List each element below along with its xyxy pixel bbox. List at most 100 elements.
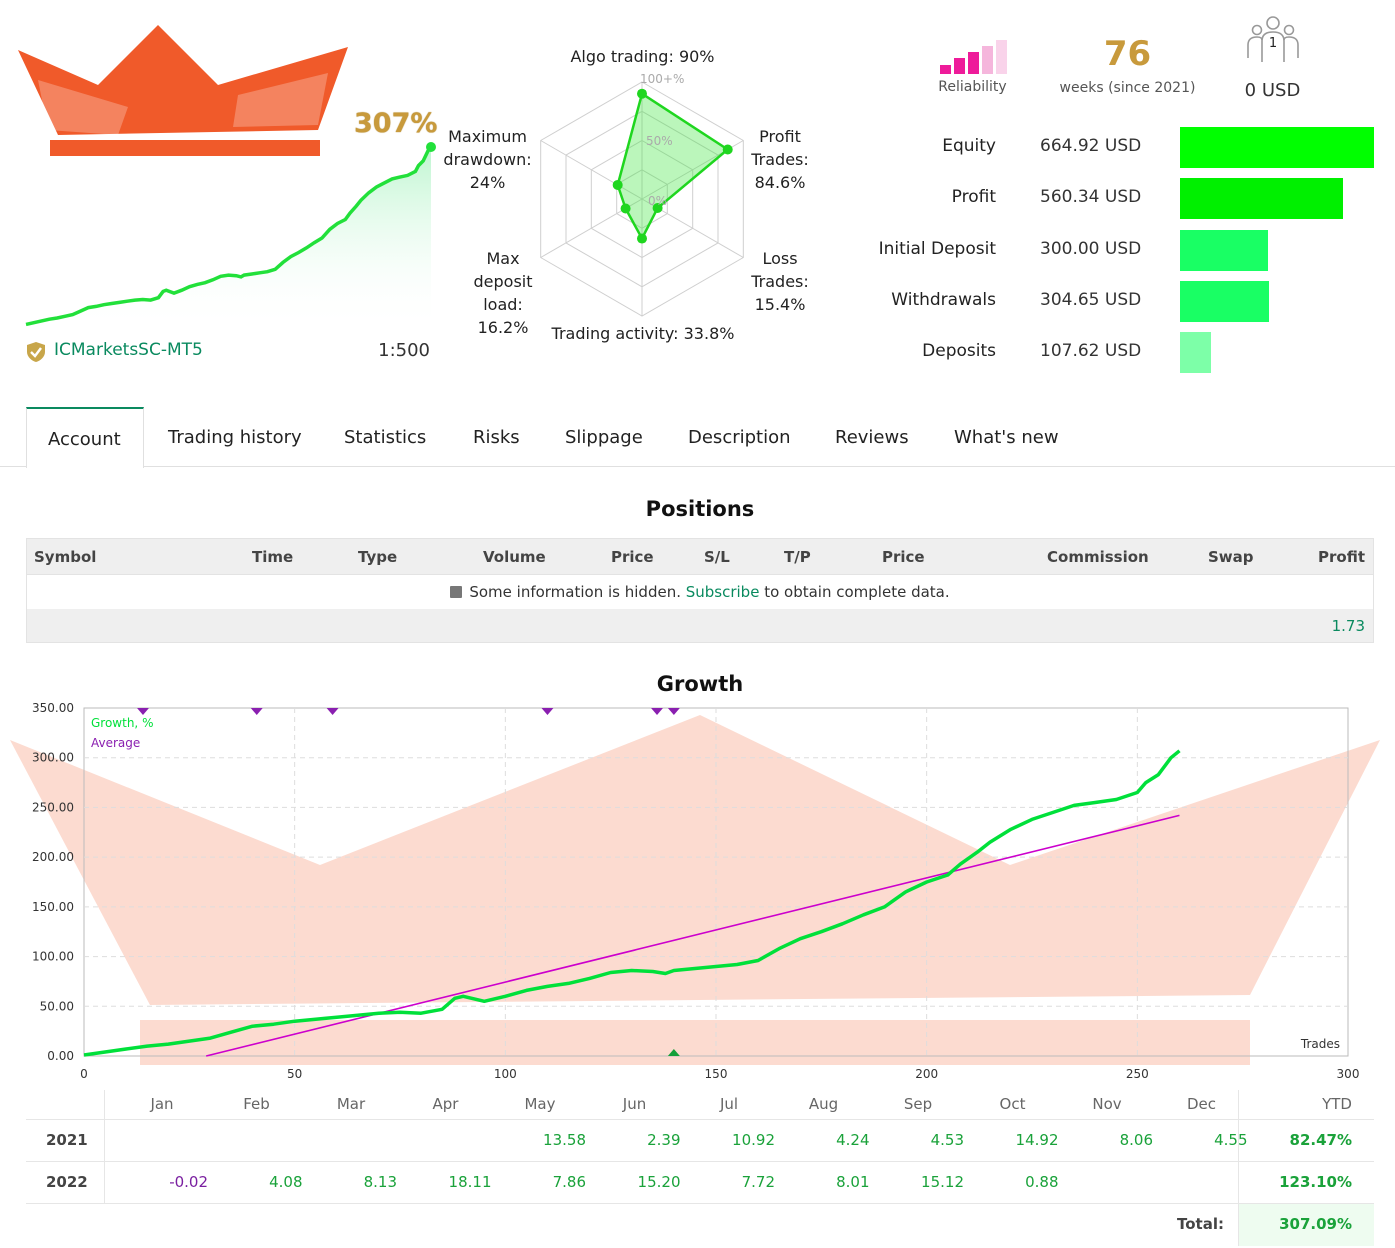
x-tick-label: 200 <box>915 1067 938 1081</box>
month-value: 8.06 <box>1119 1131 1153 1149</box>
tab-statistics[interactable]: Statistics <box>344 427 427 448</box>
growth-title: Growth <box>656 672 744 696</box>
radar-scale-0: 0% <box>648 194 668 208</box>
ytd-value: 82.47% <box>1289 1131 1352 1149</box>
financial-label: Profit <box>951 187 996 207</box>
month-value: 15.20 <box>637 1173 681 1191</box>
y-tick-label: 300.00 <box>32 751 74 765</box>
legend-average: Average <box>91 736 140 750</box>
tab-trading-history[interactable]: Trading history <box>168 427 302 448</box>
subscribers-indicator[interactable]: 1 0 USD <box>1230 14 1315 101</box>
hidden-info-text: Some information is hidden. <box>469 583 686 601</box>
financial-label: Equity <box>942 136 996 156</box>
financial-bar <box>1180 127 1374 168</box>
event-marker-top <box>541 708 554 715</box>
radar-spoke <box>540 140 643 200</box>
x-axis-label: Trades <box>1300 1037 1340 1051</box>
financial-bar <box>1180 281 1269 322</box>
month-value: 8.01 <box>836 1173 870 1191</box>
month-header: Feb <box>243 1095 270 1113</box>
financial-bar <box>1180 230 1268 271</box>
ytd-value: 123.10% <box>1279 1173 1352 1191</box>
ytd-header: YTD <box>1322 1095 1352 1113</box>
total-label: Total: <box>1177 1215 1224 1233</box>
financial-value: 560.34 USD <box>1040 187 1142 207</box>
radar-label-profit-trades: Profit Trades: 84.6% <box>751 127 809 192</box>
growth-percent: 307% <box>354 108 438 139</box>
ytd-column: 123.10% <box>1238 1162 1374 1203</box>
month-value: 4.55 <box>1214 1131 1248 1149</box>
financial-value: 664.92 USD <box>1040 136 1142 156</box>
month-value: 8.13 <box>363 1173 397 1191</box>
financial-label: Deposits <box>922 341 996 361</box>
hidden-info-suffix: to obtain complete data. <box>759 583 950 601</box>
event-marker-top <box>250 708 263 715</box>
x-tick-label: 0 <box>80 1067 88 1081</box>
subscribe-link[interactable]: Subscribe <box>685 583 760 601</box>
x-tick-label: 100 <box>494 1067 517 1081</box>
weeks-indicator: 76 weeks (since 2021) <box>1050 33 1205 96</box>
y-tick-label: 250.00 <box>32 800 74 814</box>
month-header: Sep <box>903 1095 933 1113</box>
month-value: 4.53 <box>930 1131 964 1149</box>
financial-bar <box>1180 178 1343 219</box>
subscribers-funds: 0 USD <box>1244 80 1301 101</box>
radar-scale-100: 100+% <box>640 72 685 86</box>
positions-header: Symbol Time Type Volume Price S/L T/P Pr… <box>27 539 1373 574</box>
col-symbol: Symbol <box>34 548 97 566</box>
tab-risks[interactable]: Risks <box>473 427 520 448</box>
column-separator <box>104 1162 105 1203</box>
radar-label-loss-trades: Loss Trades: 15.4% <box>751 249 809 314</box>
month-header: Aug <box>808 1095 839 1113</box>
event-marker-top <box>667 708 680 715</box>
sparkline-end-point <box>426 142 436 152</box>
col-volume: Volume <box>483 548 546 566</box>
y-tick-label: 50.00 <box>40 999 74 1013</box>
radar-point <box>722 144 733 155</box>
year-label: 2022 <box>46 1173 88 1191</box>
month-header: Dec <box>1186 1095 1217 1113</box>
reliability-label: Reliability <box>938 79 1007 95</box>
financial-label: Initial Deposit <box>878 239 996 259</box>
radar-point <box>612 179 623 190</box>
tab-account[interactable]: Account <box>26 407 144 468</box>
event-marker-top <box>326 708 339 715</box>
y-tick-label: 150.00 <box>32 900 74 914</box>
month-header: May <box>524 1095 556 1113</box>
month-header: Jul <box>719 1095 739 1113</box>
event-marker-bottom <box>667 1049 680 1056</box>
month-value: 13.58 <box>543 1131 586 1149</box>
month-value: 4.24 <box>836 1131 870 1149</box>
month-value: 2.39 <box>647 1131 681 1149</box>
reliability-indicator: Reliability <box>930 38 1015 95</box>
tab-whats-new[interactable]: What's new <box>954 427 1059 448</box>
financial-row-initial-deposit: Initial Deposit 300.00 USD <box>850 230 1380 272</box>
monthly-header-row: Jan Feb Mar Apr May Jun Jul Aug Sep Oct Nov Dec YTD <box>26 1090 1374 1120</box>
month-header: Oct <box>999 1095 1026 1113</box>
month-header: Nov <box>1092 1095 1122 1113</box>
ytd-column: YTD <box>1238 1090 1374 1119</box>
monthly-row-2022: 2022 -0.02 4.08 8.13 18.11 7.86 15.20 7.72 8.01 1… <box>26 1162 1374 1204</box>
financial-row-deposits: Deposits 107.62 USD <box>850 332 1380 374</box>
col-commission: Commission <box>1047 548 1149 566</box>
month-value: 14.92 <box>1015 1131 1059 1149</box>
financial-value: 304.65 USD <box>1040 290 1142 310</box>
radar-label-activity: Trading activity: 33.8% <box>551 324 735 343</box>
tab-slippage[interactable]: Slippage <box>565 427 643 448</box>
broker-row: ICMarketsSC-MT5 1:500 <box>24 338 434 364</box>
tab-description[interactable]: Description <box>688 427 791 448</box>
lock-icon <box>450 586 463 598</box>
financial-row-withdrawals: Withdrawals 304.65 USD <box>850 281 1380 323</box>
tab-reviews[interactable]: Reviews <box>835 427 909 448</box>
legend-growth: Growth, % <box>91 716 153 730</box>
sparkline-area <box>26 147 431 330</box>
month-header: Mar <box>336 1095 366 1113</box>
financial-value: 107.62 USD <box>1040 341 1142 361</box>
verified-shield-icon <box>27 342 45 362</box>
month-value: 18.11 <box>448 1173 492 1191</box>
col-sl: S/L <box>704 548 730 566</box>
broker-link[interactable]: ICMarketsSC-MT5 <box>54 340 203 360</box>
radar-label-drawdown: Maximum drawdown: 24% <box>443 127 532 192</box>
weeks-label: weeks (since 2021) <box>1059 80 1196 96</box>
month-value: 10.92 <box>732 1131 775 1149</box>
